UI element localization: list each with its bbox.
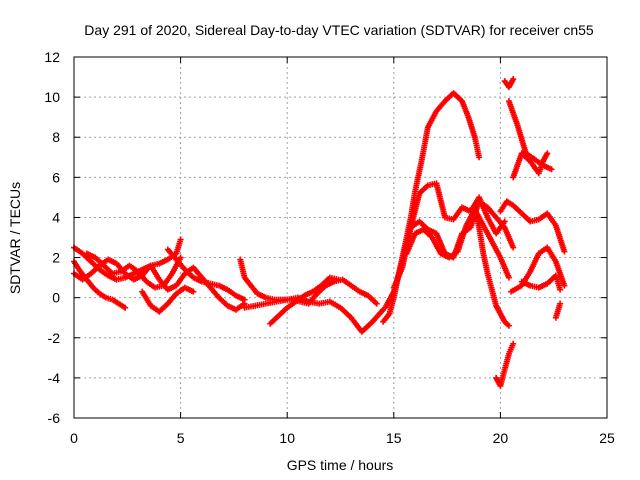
data-point-markers <box>508 244 568 295</box>
series-track-14 <box>403 206 512 281</box>
x-tick-label: 5 <box>177 430 185 446</box>
series-track-13 <box>390 180 508 291</box>
data-point-markers <box>505 98 555 173</box>
series-track-7 <box>164 246 248 303</box>
data-point-markers <box>518 272 564 293</box>
series-track-18 <box>501 76 517 91</box>
y-tick-label: -4 <box>48 370 61 386</box>
series-track-4 <box>83 250 184 291</box>
x-tick-label: 10 <box>279 430 295 446</box>
data-point-markers <box>493 340 517 389</box>
series-track-22 <box>518 272 564 293</box>
y-tick-label: 0 <box>52 290 60 306</box>
series-track-15 <box>471 204 512 329</box>
chart-title: Day 291 of 2020, Sidereal Day-to-day VTE… <box>84 22 594 38</box>
data-point-markers <box>552 300 564 321</box>
grid <box>74 57 607 418</box>
data-points <box>71 76 568 389</box>
x-tick-label: 20 <box>493 430 509 446</box>
y-tick-label: 2 <box>52 250 60 266</box>
x-axis-label: GPS time / hours <box>287 457 394 473</box>
series-track-20 <box>510 150 551 181</box>
data-point-markers <box>390 180 508 291</box>
x-tick-label: 25 <box>599 430 615 446</box>
data-point-markers <box>471 204 512 329</box>
data-point-markers <box>83 250 184 291</box>
series-track-19 <box>505 98 555 173</box>
data-point-markers <box>139 284 197 315</box>
series-track-10 <box>267 274 342 327</box>
series-track-21 <box>508 244 568 295</box>
data-point-markers <box>497 198 568 255</box>
x-tick-label: 0 <box>70 430 78 446</box>
axis-ticks: 0 5 10 15 20 25 -6 -4 -2 0 2 4 6 8 10 12 <box>44 49 615 446</box>
data-point-markers <box>403 206 512 281</box>
series-track-6 <box>147 262 248 313</box>
series-track-5 <box>139 284 197 315</box>
data-point-markers <box>147 262 248 313</box>
data-point-markers <box>501 76 517 91</box>
y-tick-label: -6 <box>48 410 61 426</box>
y-tick-label: 10 <box>44 89 60 105</box>
plot-frame <box>73 56 608 419</box>
series-track-23 <box>552 300 564 321</box>
data-point-markers <box>267 274 342 327</box>
y-tick-label: 8 <box>52 129 60 145</box>
data-point-markers <box>164 246 248 303</box>
data-point-markers <box>510 150 551 181</box>
y-axis-label: SDTVAR / TECUs <box>7 182 23 294</box>
y-tick-label: 4 <box>52 209 60 225</box>
x-tick-label: 15 <box>386 430 402 446</box>
y-tick-label: -2 <box>48 330 61 346</box>
y-tick-label: 6 <box>52 169 60 185</box>
y-tick-label: 12 <box>44 49 60 65</box>
series-track-17 <box>497 198 568 255</box>
series-track-16 <box>493 340 517 389</box>
